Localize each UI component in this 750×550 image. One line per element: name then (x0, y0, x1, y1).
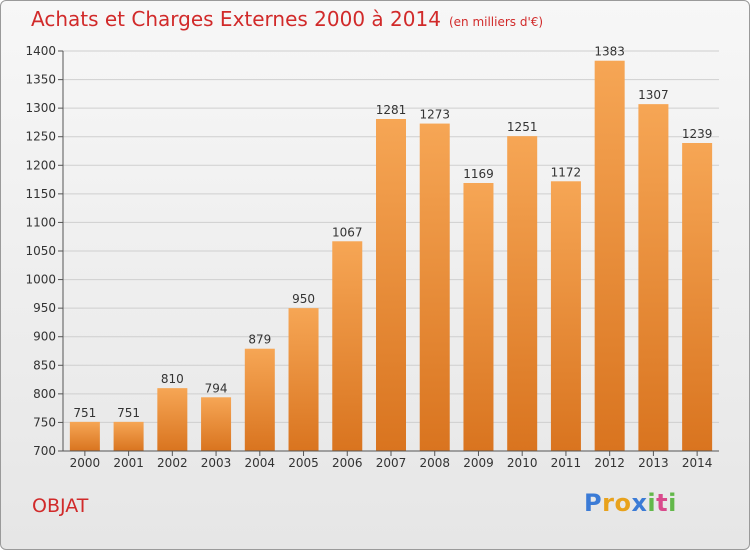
x-tick-label: 2001 (113, 456, 144, 470)
x-tick-label: 2003 (201, 456, 232, 470)
bar-value-label: 1383 (594, 45, 625, 59)
y-tick-label: 1400 (25, 44, 56, 58)
y-tick-label: 1250 (25, 130, 56, 144)
y-tick-label: 900 (33, 330, 56, 344)
logo-letter: t (656, 489, 669, 517)
x-tick-label: 2014 (682, 456, 713, 470)
logo-letter: o (614, 489, 632, 517)
y-tick-label: 700 (33, 444, 56, 458)
y-tick-label: 1300 (25, 101, 56, 115)
bar (376, 119, 406, 451)
x-tick-label: 2000 (70, 456, 101, 470)
bar-value-label: 1067 (332, 225, 363, 239)
y-tick-label: 1050 (25, 244, 56, 258)
bar-value-label: 1172 (551, 165, 582, 179)
chart-subtitle: (en milliers d'€) (448, 15, 544, 29)
y-tick-label: 850 (33, 358, 56, 372)
y-tick-label: 800 (33, 387, 56, 401)
y-tick-label: 1350 (25, 73, 56, 87)
bar (69, 421, 100, 451)
y-tick-label: 1200 (25, 158, 56, 172)
x-tick-label: 2008 (419, 456, 450, 470)
bar (419, 123, 450, 452)
logo-letter: P (584, 489, 603, 517)
x-tick-label: 2009 (463, 456, 494, 470)
x-tick-label: 2011 (551, 456, 582, 470)
bar-value-label: 794 (205, 381, 228, 395)
x-tick-label: 2007 (376, 456, 407, 470)
bar (201, 397, 232, 451)
bar (463, 183, 494, 451)
x-tick-label: 2006 (332, 456, 363, 470)
bar-value-label: 751 (73, 406, 96, 420)
y-tick-label: 750 (33, 415, 56, 429)
x-tick-label: 2004 (245, 456, 276, 470)
y-tick-label: 1150 (25, 187, 56, 201)
bar-value-label: 1307 (638, 88, 669, 102)
bar-value-label: 879 (248, 333, 271, 347)
location-name: OBJAT (32, 495, 89, 517)
bar (113, 421, 144, 451)
x-tick-label: 2005 (288, 456, 319, 470)
bar (682, 143, 713, 451)
y-tick-label: 950 (33, 301, 56, 315)
proxiti-logo: Proxiti (584, 489, 677, 517)
bar-value-label: 1281 (376, 103, 407, 117)
chart-title: Achats et Charges Externes 2000 à 2014 (e… (31, 7, 543, 31)
bar-value-label: 1169 (463, 167, 494, 181)
bar-value-label: 1273 (419, 108, 450, 122)
bar (550, 181, 581, 452)
logo-letter: i (647, 489, 657, 517)
bar (157, 388, 188, 451)
bar (288, 308, 319, 451)
bar-value-label: 1239 (682, 127, 713, 141)
logo-letter: x (631, 489, 648, 517)
bar-value-label: 950 (292, 292, 315, 306)
bar (594, 60, 625, 451)
logo-letter: r (602, 489, 615, 517)
bars: 751 751 810 794 879 950 1067 1281 1273 1169 1251 11… (69, 45, 713, 452)
logo-letter: i (668, 489, 677, 517)
bar (332, 241, 363, 451)
y-tick-label: 1100 (25, 215, 56, 229)
x-tick-label: 2013 (638, 456, 669, 470)
bar-value-label: 1251 (507, 120, 538, 134)
bar-value-label: 810 (161, 372, 184, 386)
x-tick-label: 2002 (157, 456, 188, 470)
bar-value-label: 751 (117, 406, 140, 420)
x-tick-label: 2012 (594, 456, 625, 470)
bar (507, 136, 538, 451)
y-tick-label: 1000 (25, 273, 56, 287)
bar (638, 104, 669, 452)
bar (244, 348, 275, 451)
axes: 700 750 800 850 900 950 1000 1050 1100 1150 1200 12… (25, 44, 719, 470)
x-tick-label: 2010 (507, 456, 538, 470)
chart-title-text: Achats et Charges Externes 2000 à 2014 (31, 7, 441, 31)
